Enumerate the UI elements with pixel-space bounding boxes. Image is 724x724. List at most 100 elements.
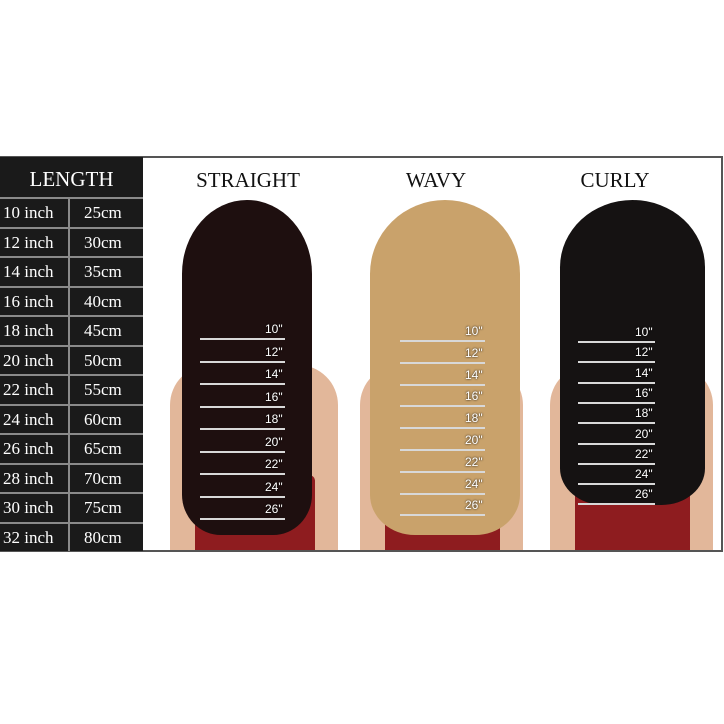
table-row: 24 inch 60cm <box>0 403 143 434</box>
marker-label: 14" <box>265 367 283 381</box>
marker-label: 16" <box>635 385 653 400</box>
title-straight: STRAIGHT <box>196 168 300 192</box>
marker-label: 14" <box>465 367 483 382</box>
marker-line <box>578 483 655 486</box>
inch-cell: 18 inch <box>3 321 54 340</box>
marker-label: 16" <box>465 389 483 404</box>
marker-line <box>200 518 285 520</box>
table-row: 28 inch 70cm <box>0 462 143 493</box>
table-row: 20 inch 50cm <box>0 344 143 375</box>
cm-cell: 75cm <box>84 498 122 517</box>
column-divider <box>68 197 70 551</box>
marker-line <box>400 383 485 386</box>
marker-line <box>400 449 485 451</box>
table-row: 16 inch 40cm <box>0 285 143 316</box>
inch-cell: 22 inch <box>3 380 54 399</box>
marker-label: 24" <box>465 476 483 491</box>
inch-cell: 12 inch <box>3 232 54 252</box>
marker-label: 18" <box>265 412 283 426</box>
marker-label: 26" <box>465 498 483 513</box>
inch-cell: 24 inch <box>3 409 54 429</box>
marker-label: 12" <box>635 345 653 360</box>
title-curly: CURLY <box>580 168 650 192</box>
marker-line <box>578 503 655 506</box>
table-row: 32 inch 80cm <box>0 521 143 552</box>
marker-line <box>578 442 655 445</box>
marker-line <box>200 338 285 340</box>
marker-line <box>400 405 485 408</box>
cm-cell: 60cm <box>84 409 122 429</box>
hair-panel-curly: 10" 12" 14" 16" 18" 20" 22" 24" 26" <box>545 195 720 550</box>
marker-label: 24" <box>265 479 283 494</box>
cm-cell: 50cm <box>84 350 122 370</box>
marker-label: 10" <box>635 325 653 339</box>
hair-panel-straight: 10" 12" 14" 16" 18" 20" 22" 24" 26" <box>165 195 345 550</box>
marker-line <box>200 383 285 385</box>
marker-label: 20" <box>265 434 283 449</box>
marker-label: 10" <box>265 322 283 336</box>
cm-cell: 80cm <box>84 527 122 547</box>
table-row: 10 inch 25cm <box>0 197 143 227</box>
marker-line <box>400 514 485 517</box>
marker-label: 26" <box>635 487 653 502</box>
inch-cell: 20 inch <box>3 350 54 370</box>
chart-frame <box>0 156 723 552</box>
cm-cell: 70cm <box>84 468 122 488</box>
table-row: 30 inch 75cm <box>0 492 143 522</box>
inch-cell: 26 inch <box>3 439 54 458</box>
marker-label: 20" <box>465 433 483 447</box>
marker-line <box>400 427 485 430</box>
marker-label: 18" <box>635 406 653 421</box>
marker-label: 20" <box>635 426 653 441</box>
marker-label: 22" <box>465 454 483 469</box>
marker-label: 18" <box>465 411 483 426</box>
marker-label: 26" <box>265 502 283 516</box>
marker-line <box>578 462 655 465</box>
marker-line <box>200 473 285 475</box>
cm-cell: 45cm <box>84 321 122 340</box>
table-row: 18 inch 45cm <box>0 315 143 345</box>
marker-line <box>200 495 285 498</box>
inch-cell: 32 inch <box>3 527 54 547</box>
cm-cell: 65cm <box>84 439 122 458</box>
table-row: 14 inch 35cm <box>0 256 143 286</box>
hair <box>560 200 705 505</box>
marker-line <box>200 450 285 453</box>
marker-line <box>200 428 285 430</box>
inch-cell: 30 inch <box>3 498 54 517</box>
cm-cell: 40cm <box>84 291 122 311</box>
hair <box>182 200 312 535</box>
marker-label: 22" <box>635 446 653 461</box>
inch-cell: 14 inch <box>3 262 54 281</box>
table-row: 12 inch 30cm <box>0 226 143 257</box>
hair-panel-wavy: 10" 12" 14" 16" 18" 20" 22" 24" 26" <box>355 195 530 550</box>
marker-label: 24" <box>635 467 653 482</box>
cm-cell: 30cm <box>84 232 122 252</box>
marker-line <box>400 470 485 473</box>
inch-cell: 10 inch <box>3 203 54 222</box>
marker-line <box>578 341 655 343</box>
marker-label: 10" <box>465 324 483 338</box>
marker-line <box>400 361 485 364</box>
marker-line <box>200 405 285 408</box>
marker-line <box>400 492 485 495</box>
marker-line <box>578 361 655 364</box>
title-wavy: WAVY <box>405 168 467 192</box>
marker-label: 14" <box>635 365 653 380</box>
marker-line <box>578 422 655 425</box>
cm-cell: 25cm <box>84 203 122 222</box>
hair <box>370 200 520 535</box>
length-table: LENGTH 10 inch 25cm 12 inch 30cm 14 inch 35cm… <box>0 157 143 551</box>
marker-line <box>578 401 655 404</box>
cm-cell: 35cm <box>84 262 122 281</box>
length-header: LENGTH <box>29 167 114 191</box>
table-row: 26 inch 65cm <box>0 433 143 463</box>
marker-label: 16" <box>265 389 283 404</box>
cm-cell: 55cm <box>84 380 122 399</box>
inch-cell: 16 inch <box>3 291 54 311</box>
marker-label: 12" <box>265 344 283 359</box>
marker-line <box>200 360 285 363</box>
marker-line <box>400 340 485 342</box>
inch-cell: 28 inch <box>3 468 54 488</box>
marker-line <box>578 381 655 384</box>
